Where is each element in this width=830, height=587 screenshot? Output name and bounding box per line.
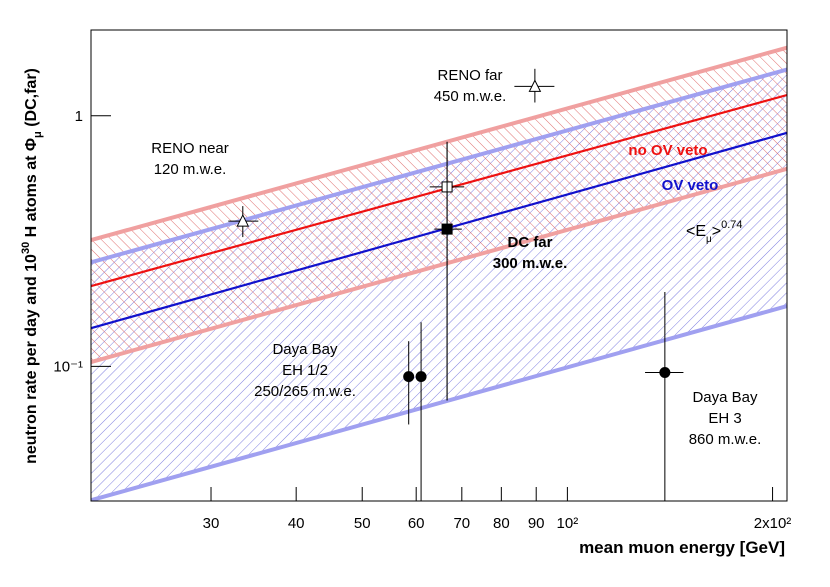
y-axis-title-part: μ bbox=[32, 131, 44, 138]
line bbox=[91, 45, 787, 243]
annotation: 450 m.w.e. bbox=[434, 88, 507, 105]
x-tick-label: 10² bbox=[557, 515, 579, 532]
annotation: Daya Bay bbox=[692, 389, 758, 406]
annotation: Daya Bay bbox=[272, 341, 338, 358]
point bbox=[415, 371, 427, 383]
annotation: EH 1/2 bbox=[282, 362, 328, 379]
annotation: 250/265 m.w.e. bbox=[254, 383, 356, 400]
point bbox=[236, 213, 250, 227]
annotation: DC far bbox=[507, 234, 552, 251]
x-tick-label: 80 bbox=[493, 515, 510, 532]
annotation: 860 m.w.e. bbox=[689, 431, 762, 448]
x-tick-label: 70 bbox=[453, 515, 470, 532]
point bbox=[659, 366, 671, 378]
annotation: <Eμ>0.74 bbox=[686, 219, 743, 245]
annotation: no OV veto bbox=[628, 142, 707, 159]
point bbox=[528, 79, 542, 92]
y-axis-title: neutron rate per day and 1030 H atoms at… bbox=[20, 68, 44, 464]
annotation: RENO far bbox=[437, 67, 502, 84]
annotation: OV veto bbox=[662, 177, 719, 194]
x-tick-label: 50 bbox=[354, 515, 371, 532]
y-axis-title-part: 30 bbox=[20, 242, 32, 254]
point bbox=[403, 371, 415, 383]
annotation-part: <E bbox=[686, 223, 706, 240]
line bbox=[91, 166, 787, 364]
annotation: EH 3 bbox=[708, 410, 741, 427]
x-tick-label: 30 bbox=[203, 515, 220, 532]
y-axis-title-part: neutron rate per day and 10 bbox=[23, 254, 40, 464]
frame bbox=[90, 29, 788, 502]
point bbox=[441, 223, 453, 235]
x-tick-label: 40 bbox=[288, 515, 305, 532]
annotation: RENO near bbox=[151, 140, 229, 157]
y-axis-title-part: H atoms at Φ bbox=[23, 138, 40, 242]
y-tick-label: 10⁻¹ bbox=[53, 358, 83, 375]
line bbox=[91, 67, 787, 265]
x-axis-title: mean muon energy [GeV] bbox=[579, 538, 785, 557]
y-tick-label: 1 bbox=[75, 108, 83, 125]
x-tick-label: 60 bbox=[408, 515, 425, 532]
y-axis-title-part: (DC,far) bbox=[23, 68, 40, 131]
annotation-part: 0.74 bbox=[721, 219, 742, 231]
line bbox=[91, 131, 787, 330]
plot-area bbox=[91, 45, 787, 501]
line bbox=[91, 93, 787, 288]
annotation: 120 m.w.e. bbox=[154, 161, 227, 178]
x-tick-label: 90 bbox=[528, 515, 545, 532]
line bbox=[91, 304, 787, 501]
annotation-part: > bbox=[712, 223, 721, 240]
x-tick-label: 2x10² bbox=[754, 515, 792, 532]
annotation: 300 m.w.e. bbox=[493, 255, 568, 272]
band bbox=[91, 47, 787, 363]
annotation-part: μ bbox=[706, 234, 712, 245]
